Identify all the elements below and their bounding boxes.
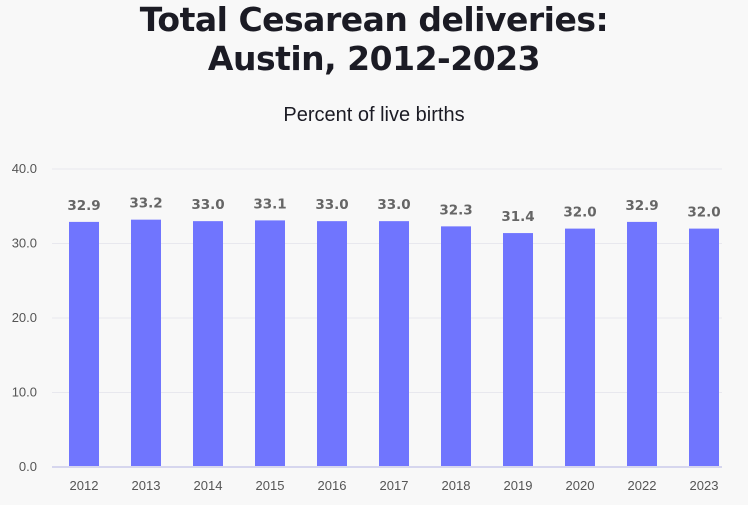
x-tick-label: 2014 — [194, 478, 223, 493]
bar — [255, 220, 285, 467]
bar — [379, 221, 409, 467]
data-label: 33.1 — [253, 196, 286, 212]
data-label: 33.0 — [315, 197, 348, 213]
bar — [131, 219, 161, 467]
data-label: 32.3 — [439, 202, 472, 218]
x-tick-label: 2020 — [566, 478, 595, 493]
bar — [193, 221, 223, 467]
data-label: 32.9 — [625, 198, 658, 214]
bar — [627, 221, 657, 467]
bar — [503, 233, 533, 467]
data-label: 33.0 — [191, 197, 224, 213]
data-label: 32.9 — [67, 198, 100, 214]
chart-title-line1: Total Cesarean deliveries: — [139, 0, 609, 39]
bar — [69, 221, 99, 467]
x-tick-label: 2022 — [628, 478, 657, 493]
x-tick-label: 2013 — [132, 478, 161, 493]
bar — [441, 226, 471, 467]
x-tick-label: 2023 — [690, 478, 719, 493]
x-tick-label: 2016 — [318, 478, 347, 493]
x-tick-label: 2018 — [442, 478, 471, 493]
data-label: 31.4 — [501, 209, 534, 225]
x-tick-label: 2012 — [70, 478, 99, 493]
x-tick-label: 2015 — [256, 478, 285, 493]
x-tick-label: 2019 — [504, 478, 533, 493]
data-label: 33.2 — [129, 196, 162, 212]
y-tick-label: 10.0 — [12, 385, 37, 400]
data-label: 33.0 — [377, 197, 410, 213]
chart-title: Total Cesarean deliveries: Austin, 2012-… — [0, 0, 748, 78]
chart-title-line2: Austin, 2012-2023 — [207, 39, 541, 78]
y-tick-label: 20.0 — [12, 310, 37, 325]
bar — [317, 221, 347, 467]
data-label: 32.0 — [687, 205, 720, 221]
bar — [565, 228, 595, 467]
chart-subtitle: Percent of live births — [283, 104, 465, 126]
x-tick-label: 2017 — [380, 478, 409, 493]
y-tick-label: 0.0 — [19, 459, 37, 474]
y-tick-label: 30.0 — [12, 236, 37, 251]
y-tick-label: 40.0 — [12, 161, 37, 176]
bar — [689, 228, 719, 467]
data-label: 32.0 — [563, 205, 596, 221]
